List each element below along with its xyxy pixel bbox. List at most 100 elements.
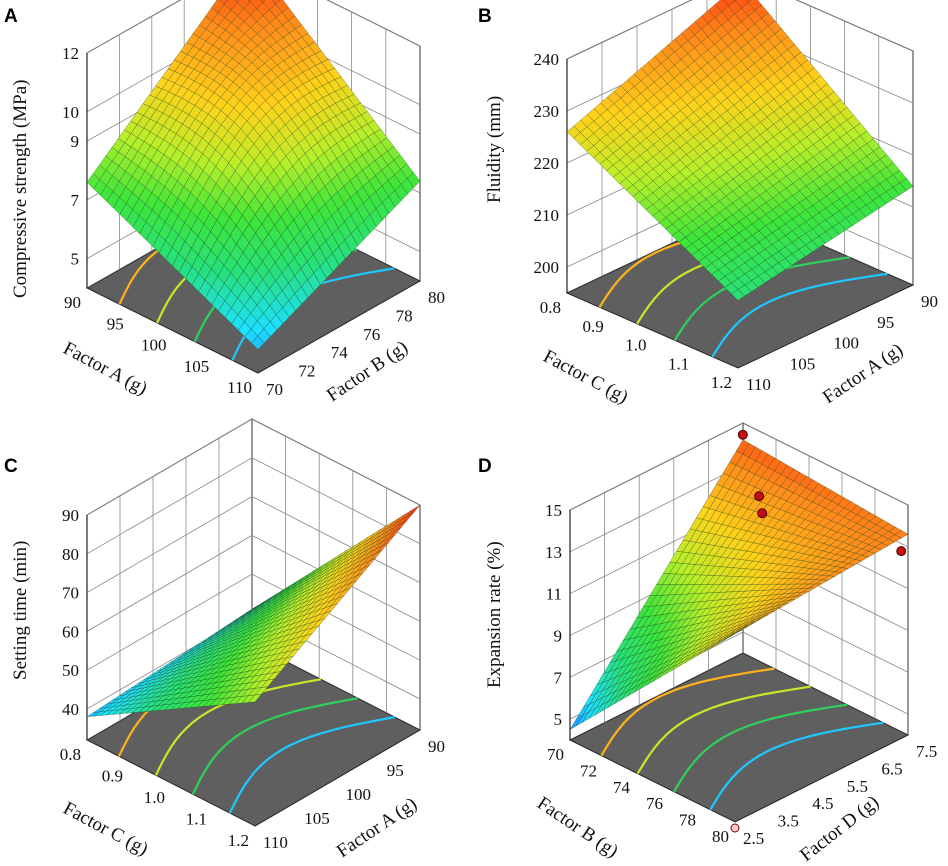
axis2-tick-label: 76 (363, 325, 380, 344)
z-tick-label: 7 (71, 191, 80, 210)
panel-c-axis2-ticks: 110 105 100 95 90 (263, 737, 445, 852)
surface-cell (745, 0, 753, 4)
design-point (757, 508, 768, 519)
panel-c-axis1-label: Factor C (g) (60, 798, 152, 860)
wall-gridline-z (86, 534, 421, 632)
axis1-tick-label: 72 (580, 761, 597, 780)
z-tick-label: 10 (62, 103, 79, 122)
axis1-tick-label: 100 (141, 336, 167, 355)
panel-a-z-label: Compressive strength (MPa) (10, 80, 31, 298)
z-tick-label: 240 (534, 50, 560, 69)
panel-c-surface (86, 504, 421, 717)
axis1-tick-label: 1.2 (711, 373, 732, 392)
surface-cell (234, 0, 240, 3)
axis2-tick-label: 105 (790, 354, 816, 373)
panel-a-z-ticks: 5 7 9 10 12 (62, 44, 80, 269)
z-tick-label: 5 (554, 710, 563, 729)
panel-b-z-label: Fluidity (mm) (484, 96, 505, 203)
wall-gridline-z (569, 422, 909, 511)
contour-line (191, 697, 359, 795)
panel-d-surface (569, 439, 909, 731)
axis1-tick-label: 80 (712, 827, 729, 846)
axis1-tick-label: 74 (613, 778, 631, 797)
axis1-tick-label: 95 (107, 314, 124, 333)
panel-d-axis1-label: Factor B (g) (533, 793, 622, 862)
wall-gridline-z (566, 0, 914, 60)
axis2-tick-label: 105 (304, 809, 330, 828)
surface-cell (247, 0, 252, 3)
contour-line (228, 716, 395, 814)
design-point-low (730, 823, 740, 833)
panel-d-axis2-label: Factor D (g) (796, 792, 883, 866)
panel-label-c: C (4, 456, 18, 477)
z-tick-label: 9 (71, 132, 80, 151)
contour-line (711, 272, 888, 358)
surface-cell (247, 693, 262, 703)
axis2-tick-label: 90 (428, 737, 445, 756)
panel-d-z-label: Expansion rate (%) (484, 541, 505, 688)
axis1-tick-label: 76 (646, 794, 663, 813)
axis2-tick-label: 100 (346, 785, 372, 804)
contour-line (600, 667, 775, 757)
z-tick-label: 210 (534, 206, 560, 225)
axis1-tick-label: 110 (227, 378, 252, 397)
axis2-tick-label: 95 (877, 313, 894, 332)
design-point (754, 491, 765, 502)
axis1-tick-label: 1.1 (186, 810, 207, 829)
axis2-tick-label: 110 (263, 833, 288, 852)
panel-c-z-label: Setting time (min) (10, 541, 31, 680)
axis1-tick-label: 1.2 (228, 831, 249, 850)
panel-a-axis1-ticks: 90 95 100 105 110 (64, 293, 252, 397)
panel-label-b: B (478, 6, 492, 27)
panel-b-axis2-ticks: 110 105 100 95 90 (746, 292, 938, 394)
axis2-tick-label: 7.5 (916, 742, 937, 761)
axis1-tick-label: 78 (679, 811, 696, 830)
axis1-tick-label: 0.8 (540, 298, 561, 317)
panel-label-d: D (478, 456, 492, 477)
axis1-tick-label: 0.9 (102, 767, 123, 786)
z-tick-label: 70 (62, 584, 79, 603)
panel-a-axis2-ticks: 70 72 74 76 78 80 (266, 288, 445, 399)
z-tick-label: 12 (62, 44, 79, 63)
surface-cell (251, 335, 265, 350)
axis2-tick-label: 2.5 (743, 829, 764, 848)
surface-cell (260, 0, 266, 3)
axis2-tick-label: 80 (428, 288, 445, 307)
axis2-tick-label: 6.5 (881, 759, 902, 778)
panel-a-surface (86, 0, 421, 350)
z-tick-label: 40 (62, 700, 79, 719)
z-tick-label: 50 (62, 661, 79, 680)
contour-line (709, 721, 884, 811)
axis1-tick-label: 0.9 (583, 317, 604, 336)
z-tick-label: 5 (71, 250, 80, 269)
axis2-tick-label: 74 (331, 343, 349, 362)
axis1-tick-label: 1.0 (625, 336, 646, 355)
panel-c-z-ticks: 40 50 60 70 80 90 (62, 506, 79, 719)
z-tick-label: 90 (62, 506, 79, 525)
axis1-tick-label: 105 (184, 357, 210, 376)
panel-b-axis2-label: Factor A (g) (819, 339, 907, 408)
panel-d-axis1-ticks: 70 72 74 76 78 80 (547, 745, 729, 846)
axis2-tick-label: 100 (834, 334, 860, 353)
axis2-tick-label: 5.5 (847, 777, 868, 796)
wall-gridline-z (86, 418, 421, 516)
z-tick-label: 7 (554, 668, 563, 687)
z-tick-label: 200 (534, 258, 560, 277)
contour-line (636, 685, 811, 775)
contour-line (154, 678, 322, 776)
panel-b: B 200 210 220 230 240 0.8 0.9 1.0 1.1 1.2 110 105… (478, 0, 938, 408)
wall-gridline-z (86, 573, 421, 671)
axis2-tick-label: 72 (298, 362, 315, 381)
surface-cell (728, 629, 742, 638)
z-tick-label: 60 (62, 622, 79, 641)
panel-d-z-ticks: 5 7 9 11 13 15 (545, 501, 563, 729)
panel-b-axis1-ticks: 0.8 0.9 1.0 1.1 1.2 (540, 298, 732, 392)
design-point (737, 429, 748, 440)
panel-d: D 5 7 9 11 13 15 70 72 74 76 78 80 2.5 3.5 4.5 5.5 6.5… (478, 422, 937, 866)
wall-gridline-z (86, 457, 421, 555)
design-point (896, 546, 907, 557)
surface-cell (731, 289, 746, 301)
axis1-tick-label: 90 (64, 293, 81, 312)
axis1-tick-label: 1.0 (144, 788, 165, 807)
